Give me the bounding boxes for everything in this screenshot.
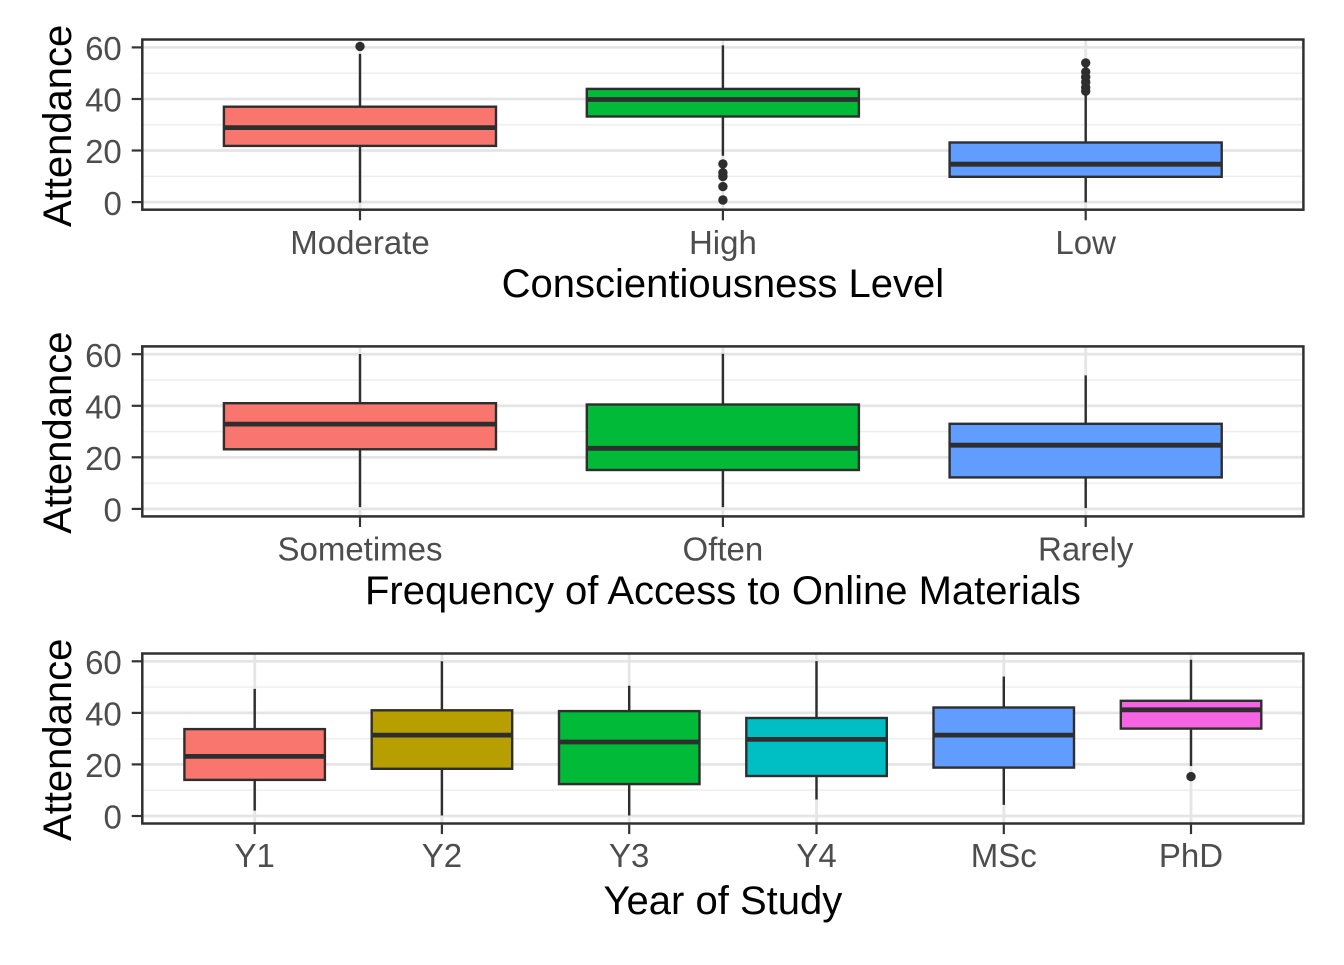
svg-text:Often: Often [683,531,764,568]
svg-text:High: High [689,224,757,261]
svg-text:Y1: Y1 [235,837,275,874]
svg-text:40: 40 [85,696,122,733]
svg-text:0: 0 [103,799,121,836]
svg-text:Rarely: Rarely [1038,531,1134,568]
svg-text:60: 60 [85,644,122,681]
svg-text:Low: Low [1055,224,1116,261]
svg-text:Y3: Y3 [609,837,649,874]
svg-text:20: 20 [85,440,122,477]
svg-text:0: 0 [103,185,121,222]
svg-text:40: 40 [85,389,122,426]
svg-text:Attendance: Attendance [36,25,80,227]
svg-text:Sometimes: Sometimes [277,531,442,568]
svg-text:Y2: Y2 [422,837,462,874]
svg-text:0: 0 [103,492,121,529]
svg-text:Attendance: Attendance [36,332,80,534]
svg-text:Y4: Y4 [796,837,836,874]
svg-text:Conscientiousness Level: Conscientiousness Level [502,262,944,306]
svg-text:40: 40 [85,82,122,119]
svg-text:20: 20 [85,133,122,170]
svg-text:Attendance: Attendance [36,639,80,841]
svg-text:PhD: PhD [1159,837,1223,874]
svg-text:60: 60 [85,30,122,67]
svg-text:60: 60 [85,337,122,374]
svg-text:MSc: MSc [971,837,1037,874]
svg-text:Frequency of Access to Online: Frequency of Access to Online Materials [365,569,1081,613]
svg-text:20: 20 [85,747,122,784]
svg-text:Moderate: Moderate [290,224,429,261]
svg-text:Year of Study: Year of Study [604,879,843,923]
